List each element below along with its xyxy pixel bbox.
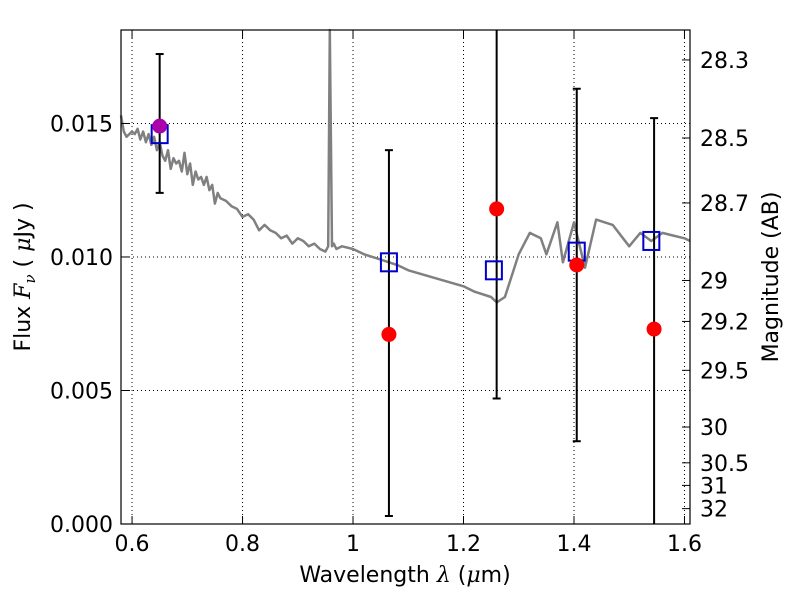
- observed-point: [646, 321, 662, 337]
- model-photometry-square: [379, 252, 398, 273]
- observed-point: [152, 118, 168, 134]
- x-tick-label: 0.8: [225, 532, 260, 557]
- observed-point: [569, 257, 585, 273]
- x-axis-label: Wavelength λ (μm): [299, 563, 510, 588]
- magnitude-tick-label: 30: [700, 416, 728, 441]
- y-tick-label: 0.005: [50, 379, 113, 404]
- magnitude-tick-label: 29.5: [700, 359, 749, 384]
- x-tick-label: 0.6: [115, 532, 150, 557]
- magnitude-tick-label: 28.7: [700, 192, 749, 217]
- y-tick-label: 0.000: [50, 513, 113, 538]
- magnitude-tick-label: 32: [700, 498, 728, 523]
- grid: [121, 30, 690, 524]
- plot-frame: [120, 29, 691, 525]
- observed-point: [489, 201, 505, 217]
- y-tick-label: 0.015: [50, 112, 113, 137]
- magnitude-tick-label: 28.5: [700, 127, 749, 152]
- x-tick-label: 1.6: [667, 532, 702, 557]
- y-axis-ticks: 0.000 0.005 0.010 0.015: [50, 112, 129, 538]
- observed-points: [152, 118, 662, 342]
- model-spectrum: [119, 28, 691, 304]
- magnitude-tick-label: 31: [700, 474, 728, 499]
- x-tick-label: 1.2: [446, 532, 481, 557]
- plot-border: [120, 29, 691, 525]
- x-axis-ticks: 0.6 0.8 1 1.2 1.4 1.6: [115, 30, 702, 557]
- x-tick-label: 1: [346, 532, 360, 557]
- magnitude-tick-label: 29: [700, 269, 728, 294]
- magnitude-axis-label: Magnitude (AB): [759, 192, 784, 363]
- y-axis-label: Flux Fν ( μJy ): [11, 202, 39, 351]
- spectrum-line: [119, 28, 691, 304]
- error-bars: [155, 30, 659, 524]
- magnitude-tick-label: 28.3: [700, 49, 749, 74]
- x-tick-label: 1.4: [556, 532, 591, 557]
- observed-point: [381, 326, 397, 342]
- y-tick-label: 0.010: [50, 246, 113, 271]
- model-photometry-square: [484, 260, 503, 281]
- magnitude-tick-label: 30.5: [700, 452, 749, 477]
- magnitude-tick-label: 29.2: [700, 310, 749, 335]
- model-photometry-square: [642, 230, 661, 251]
